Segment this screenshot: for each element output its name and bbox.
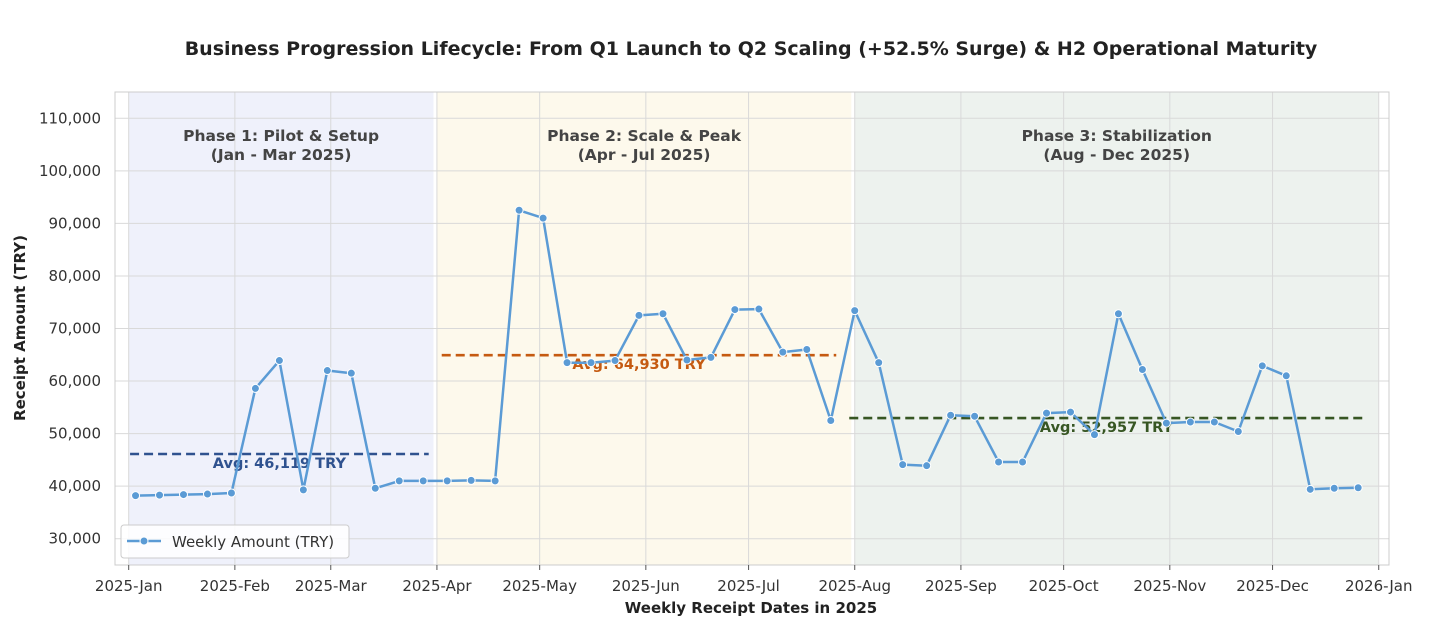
data-point [754, 304, 764, 314]
x-tick-label: 2026-Jan [1345, 577, 1413, 595]
legend-box [120, 524, 350, 559]
phase-1-title: Phase 1: Pilot & Setup [183, 127, 379, 145]
data-point [922, 461, 932, 471]
data-point [322, 366, 332, 376]
x-tick-label: 2025-May [502, 577, 577, 595]
data-point [682, 355, 692, 365]
y-tick-label: 30,000 [49, 530, 102, 548]
data-point [658, 309, 668, 319]
y-tick-label: 50,000 [49, 425, 102, 443]
data-point [298, 485, 308, 495]
data-point [394, 476, 404, 486]
data-point [1353, 483, 1363, 493]
y-tick-label: 90,000 [49, 214, 102, 232]
x-tick-label: 2025-Oct [1029, 577, 1099, 595]
x-tick-label: 2025-Jul [717, 577, 780, 595]
data-point [538, 213, 548, 223]
phase-labels: Phase 1: Pilot & Setup(Jan - Mar 2025) Ph… [183, 127, 1212, 164]
data-point [562, 358, 572, 368]
y-tick-label: 60,000 [49, 372, 102, 390]
data-point [346, 368, 356, 378]
data-point [131, 491, 141, 501]
data-point [898, 460, 908, 470]
data-point [1137, 364, 1147, 374]
x-tick-label: 2025-Aug [818, 577, 891, 595]
y-tick-label: 40,000 [49, 477, 102, 495]
legend-marker-swatch [139, 536, 149, 546]
average-label-1: Avg: 46,119 TRY [213, 456, 347, 472]
x-tick-label: 2025-Mar [295, 577, 368, 595]
data-point [1329, 483, 1339, 493]
data-point [1305, 484, 1315, 494]
data-point [778, 347, 788, 357]
data-point [1113, 309, 1123, 319]
data-point [490, 476, 500, 486]
phase-2-title: Phase 2: Scale & Peak [547, 127, 742, 145]
plot-frame [114, 91, 1390, 566]
data-point [850, 306, 860, 316]
x-tick-label: 2025-Dec [1236, 577, 1309, 595]
x-tick-label: 2025-Nov [1133, 577, 1206, 595]
data-point [826, 415, 836, 425]
data-point [634, 310, 644, 320]
data-point [1257, 361, 1267, 371]
x-tick-label: 2025-Feb [200, 577, 270, 595]
weekly-series [131, 205, 1363, 501]
y-tick-label: 100,000 [39, 162, 101, 180]
data-point [970, 411, 980, 421]
data-point [946, 410, 956, 420]
phase-2-dates: (Apr - Jul 2025) [578, 146, 711, 164]
phase-3-dates: (Aug - Dec 2025) [1043, 146, 1190, 164]
data-point [586, 358, 596, 368]
legend: Weekly Amount (TRY) [120, 524, 350, 559]
x-tick-label: 2025-Sep [925, 577, 997, 595]
chart-title: Business Progression Lifecycle: From Q1 … [185, 38, 1318, 60]
y-axis-label: Receipt Amount (TRY) [11, 235, 29, 421]
x-axis-ticks: 2025-Jan 2025-Feb 2025-Mar 2025-Apr 2025-May… [95, 565, 1413, 595]
data-point [155, 490, 165, 500]
x-tick-label: 2025-Apr [402, 577, 472, 595]
data-point [202, 489, 212, 499]
data-point [1018, 457, 1028, 467]
data-point [994, 457, 1004, 467]
data-point [1042, 408, 1052, 418]
y-tick-label: 110,000 [39, 109, 101, 127]
data-point [1089, 430, 1099, 440]
data-point [610, 356, 620, 366]
grid-lines [115, 92, 1389, 565]
data-point [178, 490, 188, 500]
data-point [274, 356, 284, 366]
x-tick-label: 2025-Jun [612, 577, 680, 595]
data-point [442, 476, 452, 486]
x-tick-label: 2025-Jan [95, 577, 163, 595]
data-point [706, 352, 716, 362]
data-point [1233, 427, 1243, 437]
x-axis-label: Weekly Receipt Dates in 2025 [625, 599, 877, 617]
data-point [1209, 417, 1219, 427]
series-line [135, 209, 1359, 497]
data-point [1066, 407, 1075, 417]
data-point [1281, 371, 1291, 381]
data-point [730, 305, 740, 315]
data-point [418, 476, 428, 486]
phase-3-title: Phase 3: Stabilization [1022, 127, 1212, 145]
data-point [1185, 417, 1195, 427]
y-axis-ticks: 30,000 40,000 50,000 60,000 70,000 80,000 90,0… [39, 109, 101, 547]
y-tick-label: 70,000 [49, 320, 102, 338]
phase-1-dates: (Jan - Mar 2025) [211, 146, 352, 164]
average-label-3: Avg: 52,957 TRY [1040, 420, 1174, 436]
legend-label: Weekly Amount (TRY) [172, 533, 334, 551]
data-point [226, 488, 236, 498]
data-point [874, 358, 884, 368]
data-point [1161, 418, 1171, 428]
data-point [250, 383, 260, 393]
data-point [802, 345, 812, 355]
y-tick-label: 80,000 [49, 267, 102, 285]
data-point [514, 205, 524, 215]
data-point [466, 475, 476, 485]
data-point [370, 483, 380, 493]
